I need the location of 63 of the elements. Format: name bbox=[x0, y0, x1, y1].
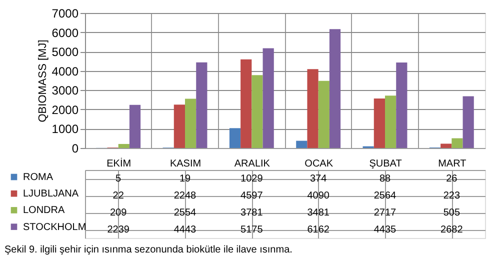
bar bbox=[262, 48, 274, 148]
bar bbox=[240, 59, 252, 148]
y-tick-label: 0 bbox=[72, 142, 79, 156]
bar bbox=[296, 140, 308, 148]
y-axis-title: QBIOMASS [MJ] bbox=[36, 40, 49, 122]
x-tick-label: ARALIK bbox=[234, 158, 270, 170]
y-tick-label: 3000 bbox=[52, 84, 79, 98]
data-label: 4597 bbox=[240, 190, 264, 202]
y-tick-label: 7000 bbox=[52, 6, 79, 20]
data-label: 22 bbox=[112, 190, 124, 202]
bar bbox=[329, 29, 341, 148]
bar bbox=[440, 144, 452, 148]
legend-label: LONDRA bbox=[23, 205, 66, 216]
legend-label: LJUBLJANA bbox=[23, 188, 79, 200]
x-tick-label: EKİM bbox=[106, 158, 132, 170]
data-label: 1029 bbox=[240, 174, 264, 184]
legend-label: ROMA bbox=[23, 172, 54, 183]
data-label: 223 bbox=[443, 190, 460, 202]
bar bbox=[307, 69, 318, 148]
x-tick-label: KASIM bbox=[170, 158, 202, 170]
data-label: 209 bbox=[110, 208, 128, 218]
y-tick-label: 1000 bbox=[52, 122, 79, 136]
data-label: 4090 bbox=[307, 190, 330, 202]
x-tick-label: ŞUBAT bbox=[369, 158, 402, 170]
bar bbox=[252, 75, 263, 148]
data-label: 374 bbox=[310, 174, 328, 184]
data-label: 4443 bbox=[174, 224, 197, 236]
bar bbox=[374, 98, 385, 148]
data-label: 2248 bbox=[174, 190, 197, 202]
text: Şekil 9. ilgili şehir için ısınma sezonunda biokütle ile ilave ısınma. bbox=[4, 244, 292, 256]
data-label: 88 bbox=[379, 174, 391, 184]
data-label: 6162 bbox=[307, 224, 330, 236]
y-tick-label: 6000 bbox=[52, 26, 79, 40]
data-label: 2239 bbox=[107, 224, 130, 236]
data-label: 2564 bbox=[374, 190, 397, 202]
data-label: 5175 bbox=[240, 224, 264, 236]
data-label: 505 bbox=[443, 208, 460, 218]
data-label: 19 bbox=[179, 174, 191, 184]
bar bbox=[196, 62, 208, 148]
bar bbox=[174, 104, 185, 148]
y-tick-label: 2000 bbox=[52, 102, 79, 117]
data-label: 3781 bbox=[240, 208, 264, 218]
data-label: 5 bbox=[116, 174, 122, 184]
bar bbox=[452, 138, 463, 148]
bar bbox=[396, 62, 408, 148]
legend-label: STOCKHOLM bbox=[23, 222, 86, 233]
bar bbox=[185, 98, 196, 148]
bar bbox=[229, 128, 241, 148]
data-label: 26 bbox=[446, 174, 458, 184]
x-tick-label: OCAK bbox=[304, 158, 334, 170]
x-tick-label: MART bbox=[438, 158, 466, 170]
data-label: 3481 bbox=[307, 208, 330, 218]
bar bbox=[118, 144, 130, 148]
bar bbox=[129, 104, 141, 148]
bar bbox=[318, 80, 330, 148]
y-tick-label: 5000 bbox=[52, 45, 79, 60]
data-label: 2682 bbox=[440, 224, 464, 236]
bar bbox=[462, 96, 474, 148]
data-label: 4435 bbox=[374, 224, 397, 236]
bar bbox=[385, 96, 396, 148]
data-label: 2554 bbox=[174, 208, 197, 218]
y-tick-label: 4000 bbox=[52, 64, 79, 78]
data-label: 2717 bbox=[374, 208, 397, 218]
